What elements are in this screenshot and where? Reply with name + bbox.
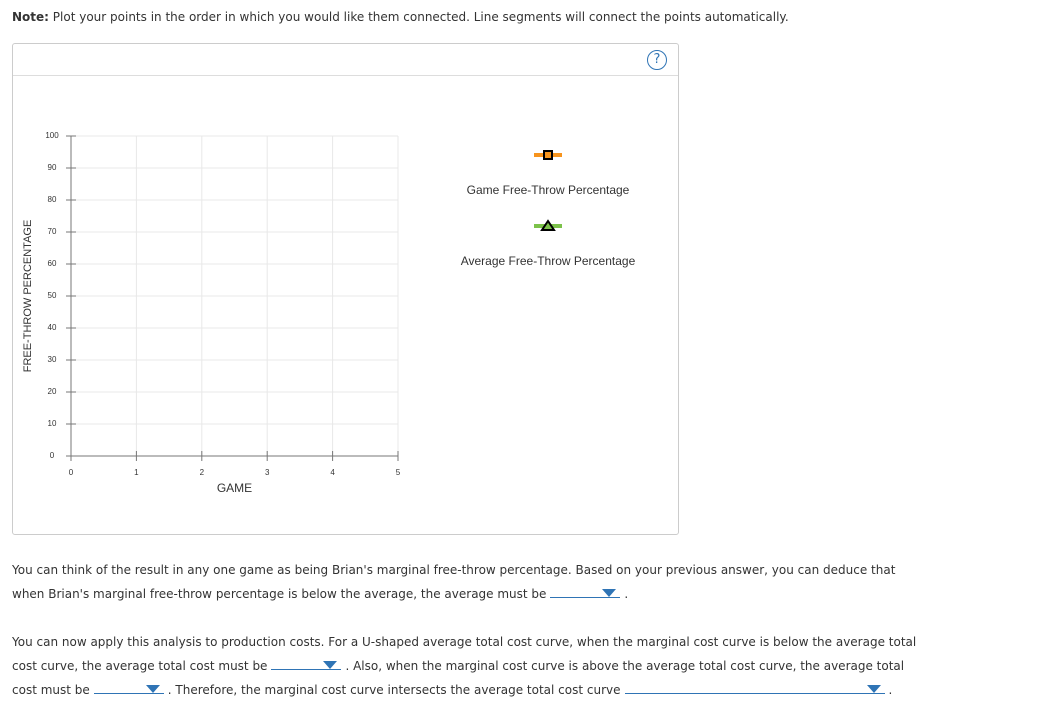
x-tick-label: 4 (330, 468, 335, 477)
toolbar: ? (13, 44, 678, 76)
y-tick-label: 60 (48, 259, 57, 268)
y-axis-label: FREE-THROW PERCENTAGE (22, 220, 34, 373)
dropdown[interactable] (271, 655, 342, 670)
y-tick-label: 100 (45, 131, 59, 140)
dropdown[interactable] (624, 679, 885, 694)
y-tick-label: 0 (50, 451, 55, 460)
y-tick-label: 20 (48, 387, 57, 396)
x-tick-label: 0 (69, 468, 74, 477)
x-tick-label: 3 (265, 468, 270, 477)
paragraph: You can now apply this analysis to produ… (12, 630, 927, 702)
text: . (888, 683, 893, 697)
y-tick-label: 70 (48, 227, 57, 236)
legend-marker (540, 219, 556, 231)
text: You can now apply this analysis to produ… (12, 635, 917, 673)
x-tick-label: 1 (134, 468, 139, 477)
legend-label: Game Free-Throw Percentage (467, 183, 630, 197)
y-tick-label: 90 (48, 163, 57, 172)
paragraph: You can think of the result in any one g… (12, 558, 927, 606)
y-tick-label: 30 (48, 355, 57, 364)
dropdown[interactable] (550, 583, 621, 598)
y-tick-label: 50 (48, 291, 57, 300)
note-text: Plot your points in the order in which y… (52, 10, 789, 24)
y-tick-label: 10 (48, 419, 57, 428)
note-label: Note: (12, 10, 49, 24)
help-button[interactable]: ? (647, 50, 667, 70)
x-tick-label: 5 (396, 468, 401, 477)
text: . Therefore, the marginal cost curve int… (167, 683, 621, 697)
text: . Also, when the marginal cost curve is … (12, 659, 905, 697)
y-tick-label: 80 (48, 195, 57, 204)
text: . (624, 587, 629, 601)
note: Note: Plot your points in the order in w… (12, 10, 789, 24)
x-axis-label: GAME (217, 481, 252, 495)
x-tick-label: 2 (200, 468, 205, 477)
graph-panel: ? (12, 43, 679, 535)
legend-label: Average Free-Throw Percentage (461, 254, 636, 268)
dropdown[interactable] (93, 679, 164, 694)
legend-marker (543, 150, 553, 160)
text: You can think of the result in any one g… (12, 563, 896, 601)
y-tick-label: 40 (48, 323, 57, 332)
